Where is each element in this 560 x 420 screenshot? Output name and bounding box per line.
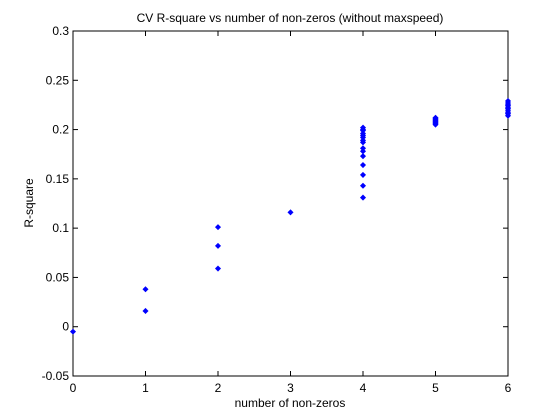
x-tick-label: 4 bbox=[360, 381, 367, 395]
data-point bbox=[359, 137, 367, 144]
data-point bbox=[359, 153, 367, 160]
x-tick-label: 1 bbox=[142, 381, 149, 395]
data-point bbox=[359, 194, 367, 201]
y-tick-label: 0.3 bbox=[52, 24, 69, 38]
data-point bbox=[359, 148, 367, 155]
data-point bbox=[69, 328, 77, 335]
plot-area bbox=[72, 30, 509, 377]
data-point bbox=[359, 182, 367, 189]
y-axis-label: R-square bbox=[22, 178, 36, 228]
x-tick-label: 5 bbox=[432, 381, 439, 395]
y-tick-label: 0 bbox=[62, 320, 69, 334]
data-point bbox=[214, 242, 222, 249]
y-tick-label: 0.1 bbox=[52, 221, 69, 235]
data-point bbox=[287, 209, 294, 216]
y-tick-label: -0.05 bbox=[42, 369, 70, 383]
x-tick-label: 0 bbox=[70, 381, 77, 395]
data-point bbox=[214, 265, 222, 272]
data-point bbox=[142, 307, 149, 314]
x-tick-label: 3 bbox=[287, 381, 294, 395]
y-tick-label: 0.15 bbox=[46, 172, 70, 186]
data-point bbox=[359, 126, 367, 133]
x-axis-label: number of non-zeros bbox=[235, 396, 346, 410]
x-tick-label: 2 bbox=[215, 381, 222, 395]
x-tick-label: 6 bbox=[505, 381, 512, 395]
data-point bbox=[432, 121, 439, 128]
y-tick-label: 0.2 bbox=[52, 123, 69, 137]
data-point bbox=[214, 224, 222, 231]
y-tick-label: 0.25 bbox=[46, 73, 70, 87]
y-tick-label: 0.05 bbox=[46, 270, 70, 284]
data-points bbox=[69, 97, 512, 335]
data-point bbox=[359, 162, 367, 169]
data-point bbox=[504, 112, 512, 119]
data-point bbox=[359, 171, 367, 178]
chart-title: CV R-square vs number of non-zeros (with… bbox=[137, 11, 444, 25]
data-point bbox=[142, 286, 149, 293]
